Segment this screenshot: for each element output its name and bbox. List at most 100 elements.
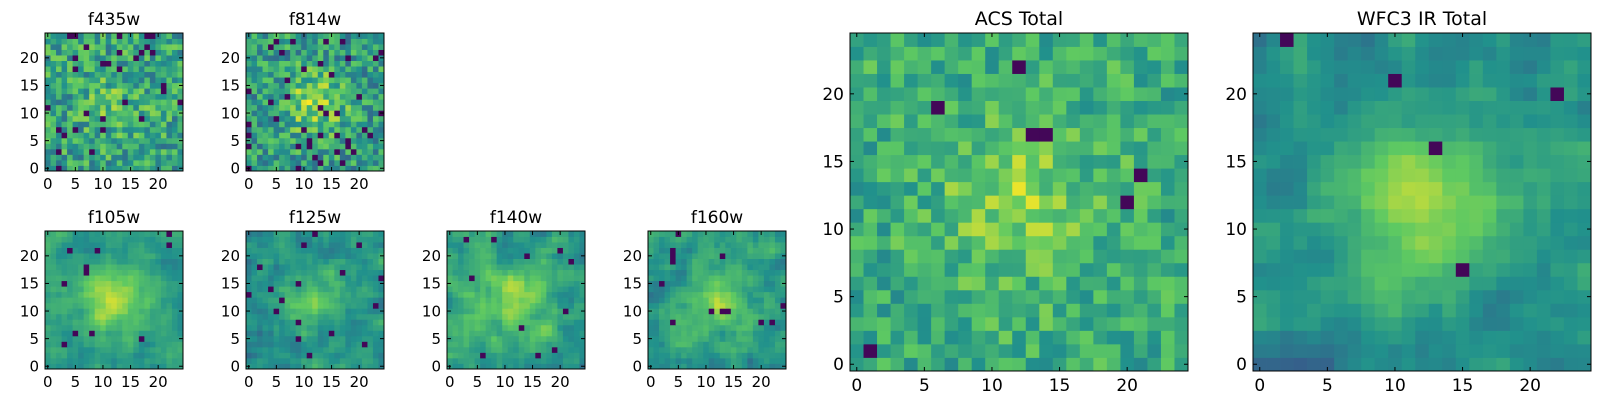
heatmap-cell: [774, 346, 781, 353]
heatmap-cell: [334, 148, 341, 155]
y-tick-label: 10: [20, 302, 39, 320]
heatmap-cell: [122, 269, 129, 276]
heatmap-cell: [1066, 303, 1081, 318]
heatmap-cell: [67, 324, 73, 331]
heatmap-cell: [295, 302, 302, 309]
heatmap-cell: [562, 236, 569, 243]
heatmap-cell: [1160, 208, 1175, 223]
heatmap-cell: [741, 302, 748, 309]
heatmap-cell: [518, 346, 525, 353]
heatmap-cell: [890, 100, 905, 115]
heatmap-cell: [496, 302, 503, 309]
heatmap-cell: [100, 352, 107, 359]
heatmap-cell: [1133, 73, 1148, 88]
heatmap-cell: [122, 121, 129, 128]
heatmap-cell: [100, 159, 107, 166]
heatmap-cell: [56, 258, 62, 265]
heatmap-cell: [50, 148, 57, 155]
heatmap-cell: [78, 341, 85, 348]
heatmap-cell: [361, 341, 368, 348]
heatmap-cell: [133, 38, 140, 45]
heatmap-cell: [100, 154, 107, 161]
heatmap-cell: [306, 297, 313, 304]
heatmap-cell: [339, 341, 346, 348]
x-tick-label: 5: [919, 376, 930, 396]
heatmap-cell: [111, 258, 118, 265]
heatmap-cell: [653, 291, 660, 298]
heatmap-cell: [78, 132, 85, 139]
heatmap-cell: [659, 280, 665, 287]
heatmap-cell: [339, 159, 346, 166]
heatmap-cell: [985, 154, 1000, 169]
heatmap-cell: [579, 357, 586, 364]
heatmap-cell: [306, 258, 313, 265]
heatmap-cell: [463, 291, 470, 298]
heatmap-cell: [372, 71, 379, 78]
heatmap-cell: [1025, 357, 1040, 372]
heatmap-cell: [931, 316, 946, 331]
heatmap-cell: [166, 66, 173, 73]
heatmap-cell: [452, 341, 459, 348]
heatmap-cell: [149, 330, 156, 337]
heatmap-cell: [502, 308, 509, 315]
heatmap-cell: [323, 258, 330, 265]
heatmap-cell: [653, 324, 660, 331]
heatmap-cell: [664, 324, 671, 331]
heatmap-cell: [708, 363, 715, 370]
heatmap-cell: [317, 137, 324, 144]
heatmap-cell: [279, 341, 286, 348]
heatmap-cell: [67, 44, 73, 50]
heatmap-cell: [50, 165, 57, 172]
heatmap-cell: [295, 286, 302, 293]
heatmap-cell: [100, 341, 107, 348]
heatmap-cell: [890, 343, 905, 358]
heatmap-cell: [262, 154, 269, 161]
heatmap-cell: [361, 242, 368, 248]
heatmap-cell: [177, 71, 184, 78]
heatmap-cell: [105, 71, 112, 78]
heatmap-cell: [284, 269, 291, 276]
heatmap-cell: [1052, 249, 1067, 264]
heatmap-cell: [529, 330, 536, 337]
heatmap-cell: [1253, 330, 1267, 345]
heatmap-cell: [1160, 343, 1175, 358]
heatmap-cell: [339, 324, 346, 331]
heatmap-cell: [144, 71, 151, 78]
heatmap-cell: [345, 346, 352, 353]
heatmap-cell: [350, 60, 357, 67]
heatmap-cell: [890, 303, 905, 318]
heatmap-cell: [1079, 357, 1094, 372]
heatmap-cell: [284, 159, 291, 166]
heatmap-cell: [279, 110, 286, 117]
heatmap-cell: [1012, 235, 1027, 250]
heatmap-cell: [546, 253, 553, 259]
heatmap-cell: [89, 82, 96, 89]
heatmap-cell: [372, 341, 379, 348]
heatmap-cell: [94, 352, 101, 359]
heatmap-cell: [546, 264, 553, 271]
heatmap-cell: [1469, 303, 1484, 318]
heatmap-cell: [94, 280, 101, 287]
heatmap-cell: [100, 357, 107, 364]
heatmap-cell: [372, 132, 379, 139]
heatmap-cell: [160, 55, 167, 61]
heatmap-cell: [863, 222, 878, 237]
heatmap-cell: [144, 302, 151, 309]
heatmap-cell: [752, 236, 759, 243]
heatmap-cell: [1482, 330, 1497, 345]
heatmap-cell: [725, 319, 732, 326]
heatmap-cell: [863, 127, 878, 142]
heatmap-cell: [323, 291, 330, 298]
heatmap-cell: [160, 291, 167, 298]
heatmap-cell: [774, 302, 781, 309]
heatmap-cell: [122, 258, 129, 265]
heatmap-cell: [127, 148, 134, 155]
heatmap-cell: [273, 55, 280, 61]
heatmap-cell: [1066, 141, 1081, 156]
heatmap-cell: [562, 352, 569, 359]
heatmap-cell: [904, 303, 918, 318]
heatmap-cell: [1025, 141, 1040, 156]
heatmap-cell: [1307, 154, 1321, 169]
heatmap-cell: [719, 341, 726, 348]
heatmap-cell: [1012, 330, 1027, 345]
